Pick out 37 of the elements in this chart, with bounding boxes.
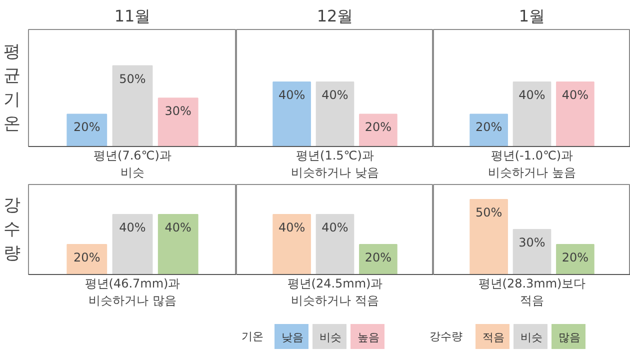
data-label: 40% <box>278 88 306 102</box>
data-label: 40% <box>322 220 348 234</box>
category-label: 적음 <box>482 331 504 344</box>
data-label: 30% <box>518 236 546 250</box>
data-label: 40% <box>278 220 306 234</box>
data-label: 40% <box>322 88 348 102</box>
x-axis-title: 평년(7.6℃)과 비슷 <box>94 148 172 180</box>
legend-title: 기온 <box>242 330 264 343</box>
data-label: 40% <box>518 88 546 102</box>
data-label: 20% <box>475 120 502 134</box>
data-label: 20% <box>364 120 392 134</box>
category-label: 많음 <box>558 331 580 344</box>
category-label: 비슷 <box>520 331 542 344</box>
data-label: 40% <box>119 220 146 234</box>
x-axis-title: 평년(46.7mm)과 비슷하거나 많음 <box>84 276 180 308</box>
chart-title: 12월 <box>316 6 354 26</box>
x-axis-title: 평년(24.5mm)과 비슷하거나 적음 <box>287 276 383 308</box>
x-axis-title: 평년(-1.0℃)과 비슷하거나 높음 <box>488 148 576 180</box>
legend-title: 강수량 <box>430 330 462 343</box>
data-label: 20% <box>74 120 100 134</box>
data-label: 30% <box>164 104 192 118</box>
category-label: 낮음 <box>282 331 304 344</box>
data-label: 50% <box>119 72 146 86</box>
data-label: 40% <box>562 88 589 102</box>
data-label: 50% <box>475 206 502 220</box>
chart-title: 1월 <box>518 6 546 26</box>
data-label: 20% <box>74 250 100 264</box>
category-label: 비슷 <box>320 331 342 344</box>
data-label: 20% <box>364 250 392 264</box>
data-label: 40% <box>164 220 192 234</box>
x-axis-title: 평년(1.5℃)과 비슷하거나 낮음 <box>291 148 379 180</box>
x-axis-title: 평년(28.3mm)보다 적음 <box>478 276 586 308</box>
y-axis-title: 강수량 <box>4 196 20 264</box>
data-label: 20% <box>562 250 589 264</box>
chart-title: 11월 <box>114 6 151 26</box>
y-axis-title: 평균기온 <box>4 42 20 134</box>
category-label: 높음 <box>358 331 380 344</box>
